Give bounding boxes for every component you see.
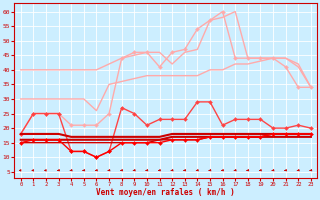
- X-axis label: Vent moyen/en rafales ( km/h ): Vent moyen/en rafales ( km/h ): [96, 188, 235, 197]
